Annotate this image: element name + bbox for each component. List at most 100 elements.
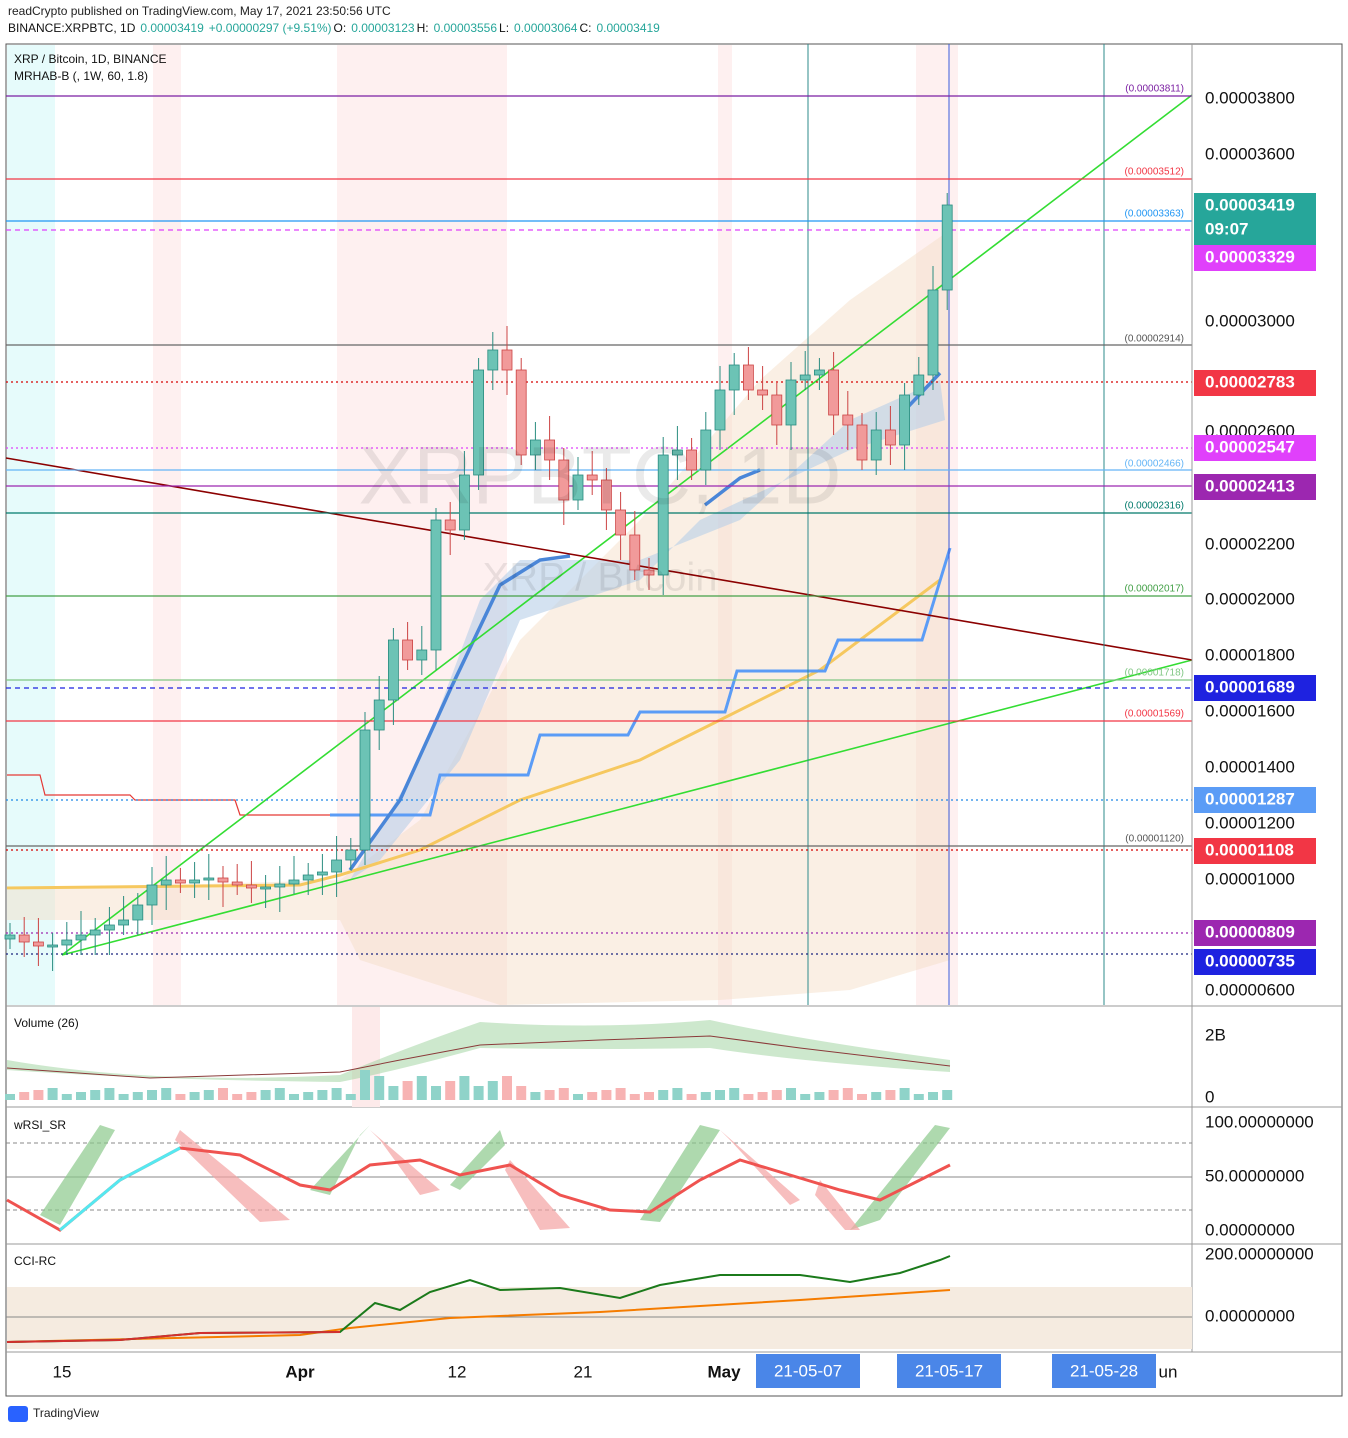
candle-body — [885, 429, 896, 446]
symbol-part: H: — [417, 21, 429, 35]
pane-title: CCI-RC — [14, 1254, 56, 1268]
level-label: (0.00001718) — [1125, 668, 1185, 679]
volume-bar — [757, 1092, 768, 1100]
level-label: (0.00003811) — [1125, 84, 1184, 95]
candle-body — [799, 374, 811, 381]
date-tag-text: 21-05-17 — [915, 1361, 983, 1380]
symbol-part: 0.00003123 — [351, 21, 415, 35]
candle-body — [544, 439, 555, 461]
axis-label: 0 — [1205, 1087, 1214, 1106]
time-axis-label: Apr — [285, 1362, 315, 1381]
candle-body — [728, 364, 740, 391]
volume-bar — [161, 1088, 172, 1100]
volume-bar — [360, 1070, 370, 1100]
trend-line — [61, 94, 1193, 956]
candle-body — [160, 879, 172, 886]
candle-body — [458, 474, 470, 531]
candle-body — [757, 389, 768, 396]
volume-bar — [615, 1088, 626, 1100]
volume-bar — [260, 1090, 271, 1100]
candle-body — [345, 849, 357, 861]
volume-bar — [502, 1076, 512, 1100]
price-tag — [1194, 838, 1316, 864]
volume-bar — [828, 1090, 839, 1100]
candle-body — [572, 474, 584, 501]
candle-body — [927, 289, 939, 376]
rsi-line — [6, 1146, 951, 1232]
price-tag — [1194, 920, 1316, 946]
symbol-part: 0.00003419 — [596, 21, 660, 35]
candle-body — [359, 729, 371, 851]
candle-body — [870, 429, 882, 461]
logo — [8, 1406, 28, 1422]
volume-bar — [33, 1090, 44, 1100]
volume-bar — [203, 1090, 214, 1100]
candle-body — [118, 919, 129, 926]
symbol-part: BINANCE:XRPBTC, 1D — [8, 21, 136, 35]
candle-body — [487, 349, 499, 371]
legend-indicator: MRHAB-B (, 1W, 60, 1.8) — [14, 69, 148, 83]
shade — [153, 45, 181, 1005]
candle-body — [672, 449, 683, 456]
price-tag-time: 09:07 — [1205, 219, 1248, 238]
candle-body — [288, 879, 300, 885]
candle-body — [941, 204, 953, 291]
symbol-part: O: — [334, 21, 347, 35]
candle-body — [842, 414, 854, 426]
price-tag-text: 0.00002783 — [1205, 372, 1295, 391]
volume-bar — [218, 1088, 228, 1100]
volume-bar — [658, 1090, 669, 1100]
candle-body — [373, 699, 385, 731]
volume-bar — [388, 1086, 399, 1100]
date-tag-text: 21-05-28 — [1070, 1361, 1138, 1380]
trend-band-line — [703, 468, 761, 507]
volume-bar — [104, 1088, 115, 1100]
volume-bar — [871, 1092, 882, 1100]
volume-bar — [800, 1094, 811, 1100]
level-label: (0.00002914) — [1125, 334, 1185, 345]
volume-bar — [544, 1090, 555, 1100]
volume-bar — [842, 1088, 853, 1100]
volume-bar — [402, 1081, 413, 1100]
published: readCrypto published on TradingView.com,… — [8, 4, 391, 18]
level-label: (0.00001120) — [1125, 834, 1184, 845]
time-axis-label: 21 — [574, 1362, 593, 1381]
candle-body — [657, 454, 669, 576]
price-axis-label: 0.00001400 — [1205, 757, 1295, 776]
volume-bar — [47, 1088, 58, 1100]
symbol-line: BINANCE:XRPBTC, 1D 0.00003419 +0.00000297 … — [8, 21, 660, 35]
price-axis-label: 0.00003800 — [1205, 88, 1295, 107]
price-tag-text: 0.00003329 — [1205, 247, 1295, 266]
volume-bar — [558, 1088, 569, 1100]
volume-bar — [5, 1094, 15, 1100]
volume-bar — [132, 1092, 143, 1100]
candle-body — [828, 369, 839, 416]
candle-body — [586, 474, 598, 481]
date-tag-text: 21-05-07 — [774, 1361, 842, 1380]
volume-bar — [700, 1092, 711, 1100]
candle-body — [771, 394, 783, 426]
candle-body — [260, 886, 272, 890]
volume-bar — [374, 1076, 385, 1100]
price-tag-text: 0.00002413 — [1205, 476, 1295, 495]
volume-bar — [274, 1088, 285, 1100]
stop-line — [7, 774, 330, 816]
axis-label: 200.00000000 — [1205, 1244, 1314, 1263]
candle-body — [203, 877, 215, 881]
candle-body — [189, 879, 201, 884]
level-label: (0.00003512) — [1125, 167, 1185, 178]
candle-body — [302, 874, 314, 881]
volume-bar — [76, 1092, 86, 1100]
candle-body — [700, 429, 712, 471]
date-tag — [756, 1354, 860, 1388]
price-tag — [1194, 435, 1316, 461]
time-axis-label: 12 — [448, 1362, 467, 1381]
price-axis-label: 0.00001800 — [1205, 645, 1295, 664]
price-tag-text: 0.00000809 — [1205, 922, 1295, 941]
volume-bar — [672, 1088, 683, 1100]
cci-line — [6, 1331, 341, 1343]
candle-body — [601, 479, 612, 511]
symbol-part: 0.00003419 — [140, 21, 204, 35]
candle-body — [743, 364, 754, 391]
volume-bar — [118, 1094, 129, 1100]
